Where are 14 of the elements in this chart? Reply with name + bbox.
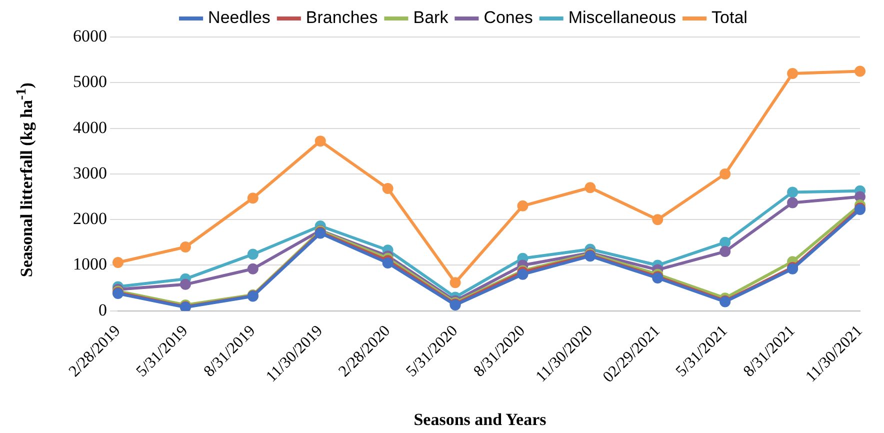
y-tick-label: 2000: [73, 209, 107, 228]
y-tick-label: 1000: [73, 254, 107, 274]
legend-label: Miscellaneous: [568, 8, 676, 28]
y-tick-label: 0: [98, 300, 107, 320]
legend-label: Total: [712, 8, 748, 28]
y-tick-label: 6000: [73, 26, 107, 46]
legend-label: Cones: [484, 8, 533, 28]
y-tick-label: 5000: [73, 72, 107, 92]
legend-label: Branches: [306, 8, 378, 28]
y-tick-label: 4000: [73, 118, 107, 137]
y-tick-label: 3000: [73, 163, 107, 182]
legend-label: Bark: [413, 8, 449, 28]
legend-label: Needles: [208, 8, 270, 28]
x-axis-title: Seasons and Years: [412, 410, 548, 430]
